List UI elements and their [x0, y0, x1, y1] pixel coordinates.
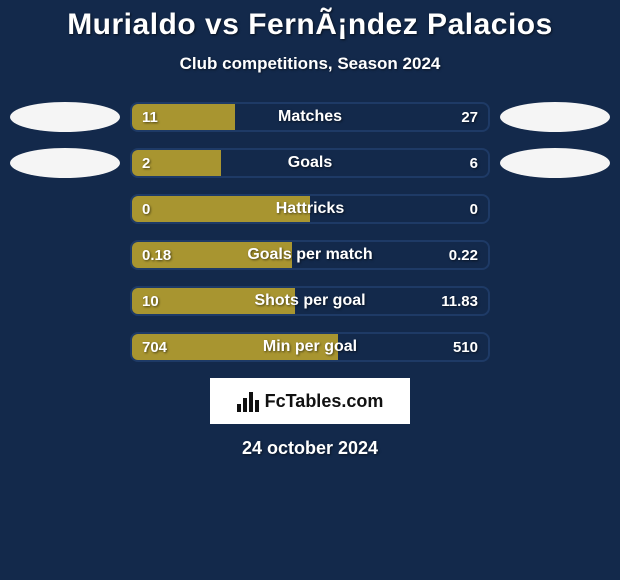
player-a-avatar — [10, 148, 120, 178]
stat-left-value: 2 — [142, 150, 150, 176]
stat-bar-left-fill — [132, 196, 310, 222]
stat-left-value: 0.18 — [142, 242, 171, 268]
fctables-logo: FcTables.com — [210, 378, 410, 424]
player-a-avatar — [10, 102, 120, 132]
stat-row: 1127Matches — [10, 102, 610, 132]
player-b-avatar — [500, 148, 610, 178]
stat-left-value: 10 — [142, 288, 159, 314]
stat-row: 00Hattricks — [10, 194, 610, 224]
bar-chart-icon — [237, 390, 259, 412]
stat-left-value: 0 — [142, 196, 150, 222]
avatar-spacer — [10, 286, 120, 316]
stat-left-value: 11 — [142, 104, 158, 130]
stat-row: 26Goals — [10, 148, 610, 178]
page-title: Murialdo vs FernÃ¡ndez Palacios — [0, 8, 620, 42]
stat-row: 0.180.22Goals per match — [10, 240, 610, 270]
stat-bar: 704510Min per goal — [130, 332, 490, 362]
stat-right-value: 0 — [470, 196, 478, 222]
comparison-card: Murialdo vs FernÃ¡ndez Palacios Club com… — [0, 0, 620, 580]
stat-bar: 0.180.22Goals per match — [130, 240, 490, 270]
avatar-spacer — [500, 332, 610, 362]
stat-row: 704510Min per goal — [10, 332, 610, 362]
stat-bar: 1127Matches — [130, 102, 490, 132]
stat-bar: 00Hattricks — [130, 194, 490, 224]
avatar-spacer — [500, 240, 610, 270]
avatar-spacer — [500, 194, 610, 224]
stat-rows: 1127Matches26Goals00Hattricks0.180.22Goa… — [0, 102, 620, 362]
stat-right-value: 0.22 — [449, 242, 478, 268]
stat-right-value: 510 — [453, 334, 478, 360]
stat-left-value: 704 — [142, 334, 167, 360]
date-text: 24 october 2024 — [0, 438, 620, 459]
player-b-avatar — [500, 102, 610, 132]
avatar-spacer — [10, 194, 120, 224]
stat-right-value: 6 — [470, 150, 478, 176]
stat-right-value: 11.83 — [441, 288, 478, 314]
stat-right-value: 27 — [461, 104, 478, 130]
stat-bar: 1011.83Shots per goal — [130, 286, 490, 316]
subtitle: Club competitions, Season 2024 — [0, 54, 620, 74]
avatar-spacer — [10, 240, 120, 270]
avatar-spacer — [500, 286, 610, 316]
avatar-spacer — [10, 332, 120, 362]
logo-text: FcTables.com — [265, 391, 384, 412]
stat-bar: 26Goals — [130, 148, 490, 178]
stat-row: 1011.83Shots per goal — [10, 286, 610, 316]
